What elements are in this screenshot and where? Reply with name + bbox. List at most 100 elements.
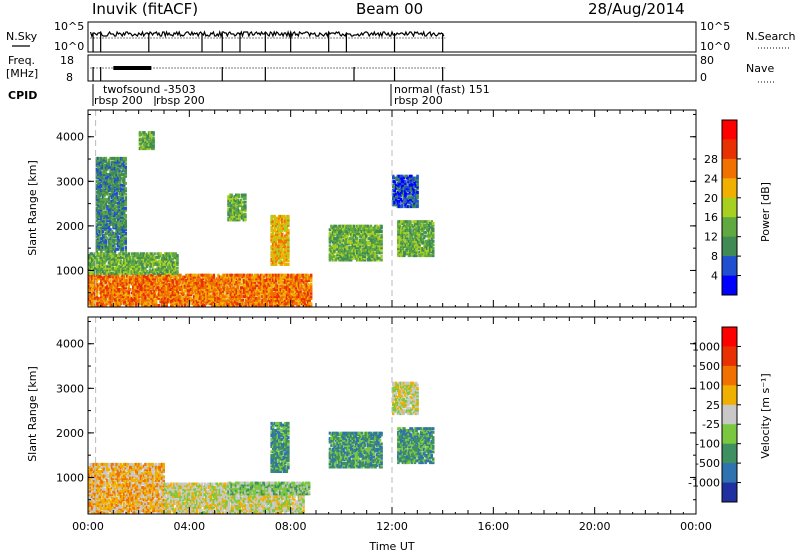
data-cell	[203, 300, 206, 304]
data-cell	[188, 280, 191, 284]
data-cell	[297, 275, 301, 279]
data-cell	[265, 284, 269, 288]
data-cell	[124, 255, 127, 259]
data-cell	[305, 298, 308, 302]
data-cell	[100, 291, 103, 295]
data-cell	[413, 248, 417, 252]
data-cell	[271, 245, 275, 249]
data-cell	[97, 296, 100, 300]
data-cell	[291, 298, 295, 302]
data-cell	[270, 222, 273, 225]
data-cell	[162, 295, 165, 299]
data-cell	[138, 263, 141, 266]
data-cell	[333, 237, 336, 241]
data-cell	[106, 219, 109, 223]
data-cell	[421, 222, 424, 225]
data-cell	[244, 209, 247, 213]
data-cell	[291, 275, 295, 279]
data-cell	[418, 220, 421, 224]
data-cell	[118, 214, 121, 217]
data-cell	[343, 228, 347, 232]
data-cell	[170, 304, 173, 307]
data-cell	[192, 296, 196, 300]
data-cell	[296, 275, 299, 279]
data-cell	[279, 275, 282, 279]
data-cell	[161, 259, 164, 263]
data-cell	[145, 259, 149, 263]
data-cell	[115, 304, 118, 307]
data-cell	[121, 165, 124, 169]
data-cell	[150, 273, 153, 277]
data-cell	[95, 219, 99, 223]
data-cell	[228, 198, 232, 202]
data-cell	[109, 266, 112, 270]
data-cell	[202, 304, 205, 307]
data-cell	[116, 185, 120, 189]
data-cell	[112, 156, 115, 160]
data-cell	[226, 302, 229, 306]
data-cell	[157, 289, 161, 293]
data-cell	[139, 252, 143, 256]
data-cell	[103, 174, 106, 178]
data-cell	[239, 213, 242, 217]
data-cell	[202, 289, 205, 293]
data-cell	[205, 284, 208, 288]
data-cell	[229, 279, 232, 282]
data-cell	[259, 304, 263, 307]
data-cell	[171, 288, 175, 291]
data-cell	[101, 252, 105, 256]
data-cell	[234, 209, 238, 213]
data-cell	[397, 234, 400, 238]
data-cell	[100, 304, 103, 307]
data-cell	[252, 296, 255, 300]
data-cell	[375, 256, 379, 260]
data-cell	[103, 261, 106, 265]
data-cell	[398, 222, 402, 225]
data-cell	[113, 158, 117, 162]
data-cell	[264, 273, 267, 277]
data-cell	[129, 270, 132, 274]
data-cell	[330, 233, 333, 237]
data-cell	[278, 300, 281, 304]
data-cell	[276, 230, 279, 234]
data-cell	[290, 277, 293, 281]
data-cell	[185, 296, 188, 300]
data-cell	[412, 232, 415, 236]
data-cell	[242, 216, 245, 220]
data-cell	[271, 238, 275, 241]
data-cell	[243, 291, 246, 295]
data-cell	[232, 300, 235, 304]
data-cell	[112, 279, 115, 282]
data-cell	[422, 250, 426, 254]
data-cell	[92, 270, 96, 274]
data-cell	[104, 165, 108, 169]
data-cell	[378, 246, 382, 250]
data-cell	[302, 277, 305, 281]
data-cell	[106, 181, 109, 185]
data-cell	[288, 277, 292, 281]
data-cell	[281, 216, 284, 220]
data-cell	[262, 284, 266, 288]
data-cell	[250, 291, 254, 295]
data-cell	[363, 249, 367, 253]
data-cell	[174, 266, 178, 270]
data-cell	[150, 141, 154, 145]
data-cell	[231, 211, 235, 215]
data-cell	[271, 214, 275, 218]
data-cell	[98, 247, 102, 251]
data-cell	[167, 263, 170, 266]
data-cell	[138, 131, 142, 135]
data-cell	[88, 254, 91, 258]
data-cell	[279, 284, 282, 288]
data-cell	[343, 249, 347, 253]
data-cell	[285, 241, 289, 245]
data-cell	[116, 240, 120, 244]
data-cell	[115, 174, 118, 178]
data-cell	[244, 288, 248, 291]
data-cell	[98, 271, 102, 275]
data-cell	[413, 230, 417, 234]
data-cell	[103, 266, 106, 270]
data-cell	[256, 302, 260, 306]
data-cell	[371, 233, 374, 237]
data-cell	[288, 288, 292, 291]
